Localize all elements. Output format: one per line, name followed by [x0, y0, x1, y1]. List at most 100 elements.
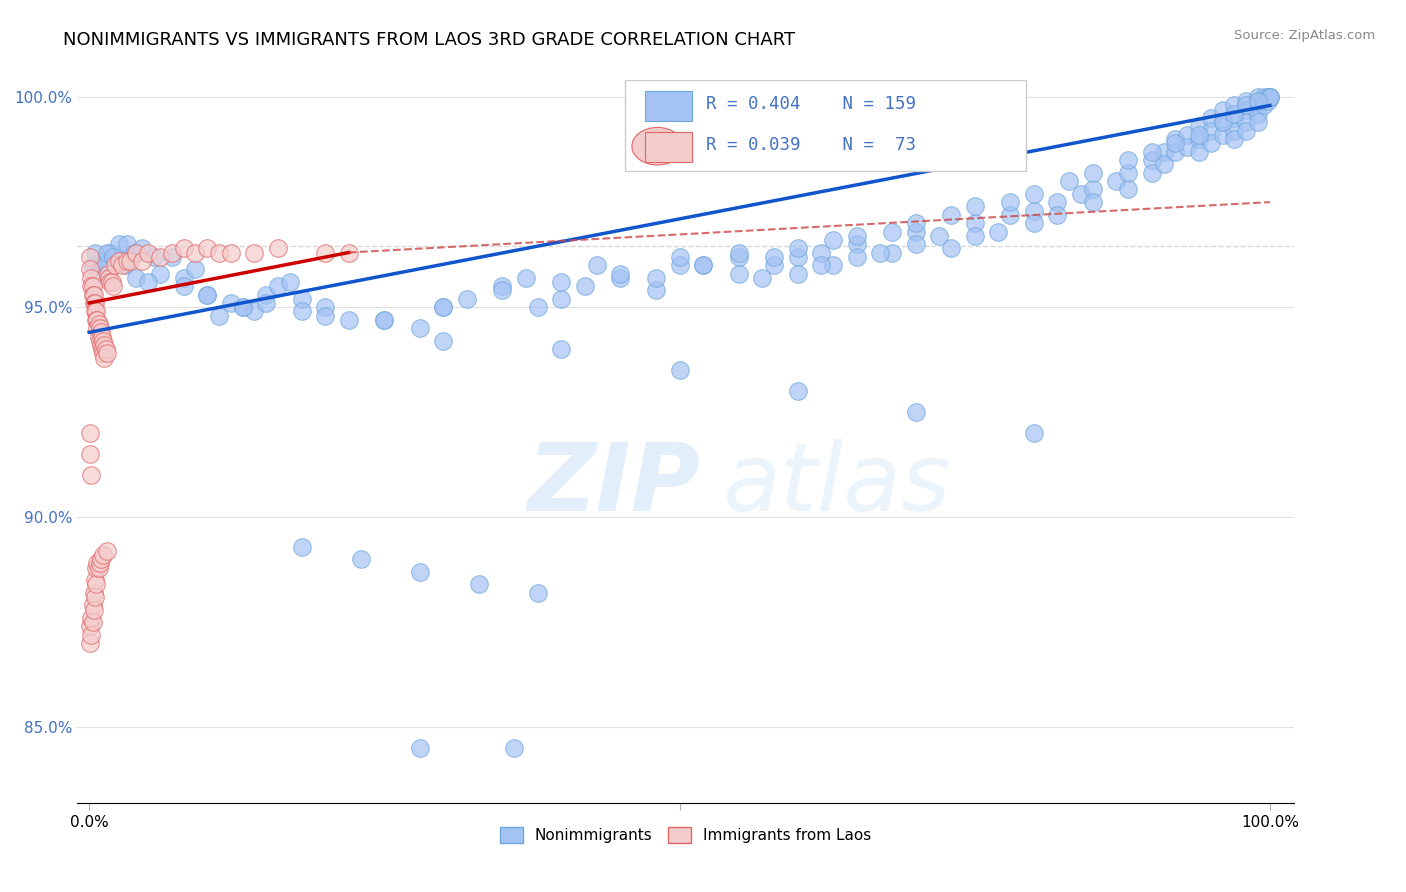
- Point: [1223, 98, 1246, 112]
- Point: [87, 329, 110, 343]
- Ellipse shape: [631, 128, 683, 165]
- Point: [821, 233, 844, 247]
- Point: [91, 548, 114, 562]
- Point: [1212, 128, 1234, 142]
- Point: [1070, 186, 1092, 201]
- Point: [1022, 203, 1045, 218]
- Point: [114, 258, 136, 272]
- Point: [491, 283, 513, 297]
- Point: [1081, 182, 1104, 196]
- Point: [96, 346, 118, 360]
- Point: [963, 199, 986, 213]
- Point: [1234, 98, 1257, 112]
- Point: [314, 309, 336, 323]
- Point: [1188, 132, 1211, 146]
- Point: [195, 241, 218, 255]
- Point: [1212, 115, 1234, 129]
- Point: [131, 254, 153, 268]
- Point: [869, 245, 891, 260]
- Point: [80, 468, 103, 483]
- Point: [93, 351, 115, 365]
- Point: [80, 279, 103, 293]
- Y-axis label: 3rd Grade: 3rd Grade: [0, 403, 3, 480]
- Point: [1247, 115, 1270, 129]
- Point: [111, 258, 134, 272]
- Point: [208, 245, 231, 260]
- Point: [125, 245, 148, 260]
- Point: [83, 586, 105, 600]
- Point: [219, 245, 242, 260]
- Point: [337, 312, 360, 326]
- Text: ZIP: ZIP: [527, 439, 700, 531]
- Point: [1022, 186, 1045, 201]
- Point: [998, 208, 1021, 222]
- Point: [939, 208, 962, 222]
- Point: [1247, 90, 1270, 104]
- Point: [1116, 182, 1139, 196]
- Point: [1046, 208, 1069, 222]
- Point: [86, 557, 108, 571]
- Point: [668, 258, 690, 272]
- Text: Source: ZipAtlas.com: Source: ZipAtlas.com: [1234, 29, 1375, 42]
- Point: [80, 611, 103, 625]
- Point: [963, 228, 986, 243]
- Point: [1223, 132, 1246, 146]
- Point: [267, 279, 290, 293]
- Point: [195, 287, 218, 301]
- Point: [219, 296, 242, 310]
- Point: [90, 552, 112, 566]
- Point: [173, 279, 195, 293]
- Point: [609, 267, 631, 281]
- Point: [267, 241, 290, 255]
- Point: [86, 321, 108, 335]
- Point: [432, 300, 454, 314]
- Point: [786, 384, 808, 398]
- Point: [503, 741, 526, 756]
- Point: [1116, 166, 1139, 180]
- Point: [337, 245, 360, 260]
- Point: [82, 615, 104, 630]
- Point: [291, 540, 314, 554]
- Point: [91, 329, 114, 343]
- Point: [432, 300, 454, 314]
- Point: [491, 279, 513, 293]
- Point: [409, 741, 432, 756]
- Point: [84, 573, 107, 587]
- Point: [904, 237, 927, 252]
- Point: [184, 262, 207, 277]
- Point: [83, 287, 105, 301]
- Point: [79, 426, 101, 441]
- Point: [432, 334, 454, 348]
- Point: [173, 241, 195, 255]
- Point: [89, 321, 111, 335]
- Point: [515, 270, 537, 285]
- Point: [939, 241, 962, 255]
- Point: [586, 258, 609, 272]
- Point: [94, 342, 117, 356]
- Point: [527, 300, 550, 314]
- Point: [1223, 107, 1246, 121]
- Point: [1164, 136, 1187, 151]
- Point: [1258, 90, 1281, 104]
- Point: [149, 250, 172, 264]
- Point: [82, 599, 104, 613]
- Point: [1199, 124, 1222, 138]
- Point: [1175, 128, 1198, 142]
- Point: [904, 405, 927, 419]
- Point: [527, 586, 550, 600]
- Point: [125, 270, 148, 285]
- Point: [79, 447, 101, 461]
- Point: [101, 279, 124, 293]
- Point: [550, 292, 572, 306]
- Point: [762, 258, 785, 272]
- Point: [1257, 90, 1279, 104]
- FancyBboxPatch shape: [645, 91, 692, 121]
- Point: [409, 565, 432, 579]
- Point: [845, 228, 868, 243]
- Point: [880, 225, 903, 239]
- Text: atlas: atlas: [721, 440, 950, 531]
- Point: [810, 245, 832, 260]
- Point: [82, 287, 104, 301]
- Point: [1257, 95, 1279, 109]
- Point: [645, 270, 668, 285]
